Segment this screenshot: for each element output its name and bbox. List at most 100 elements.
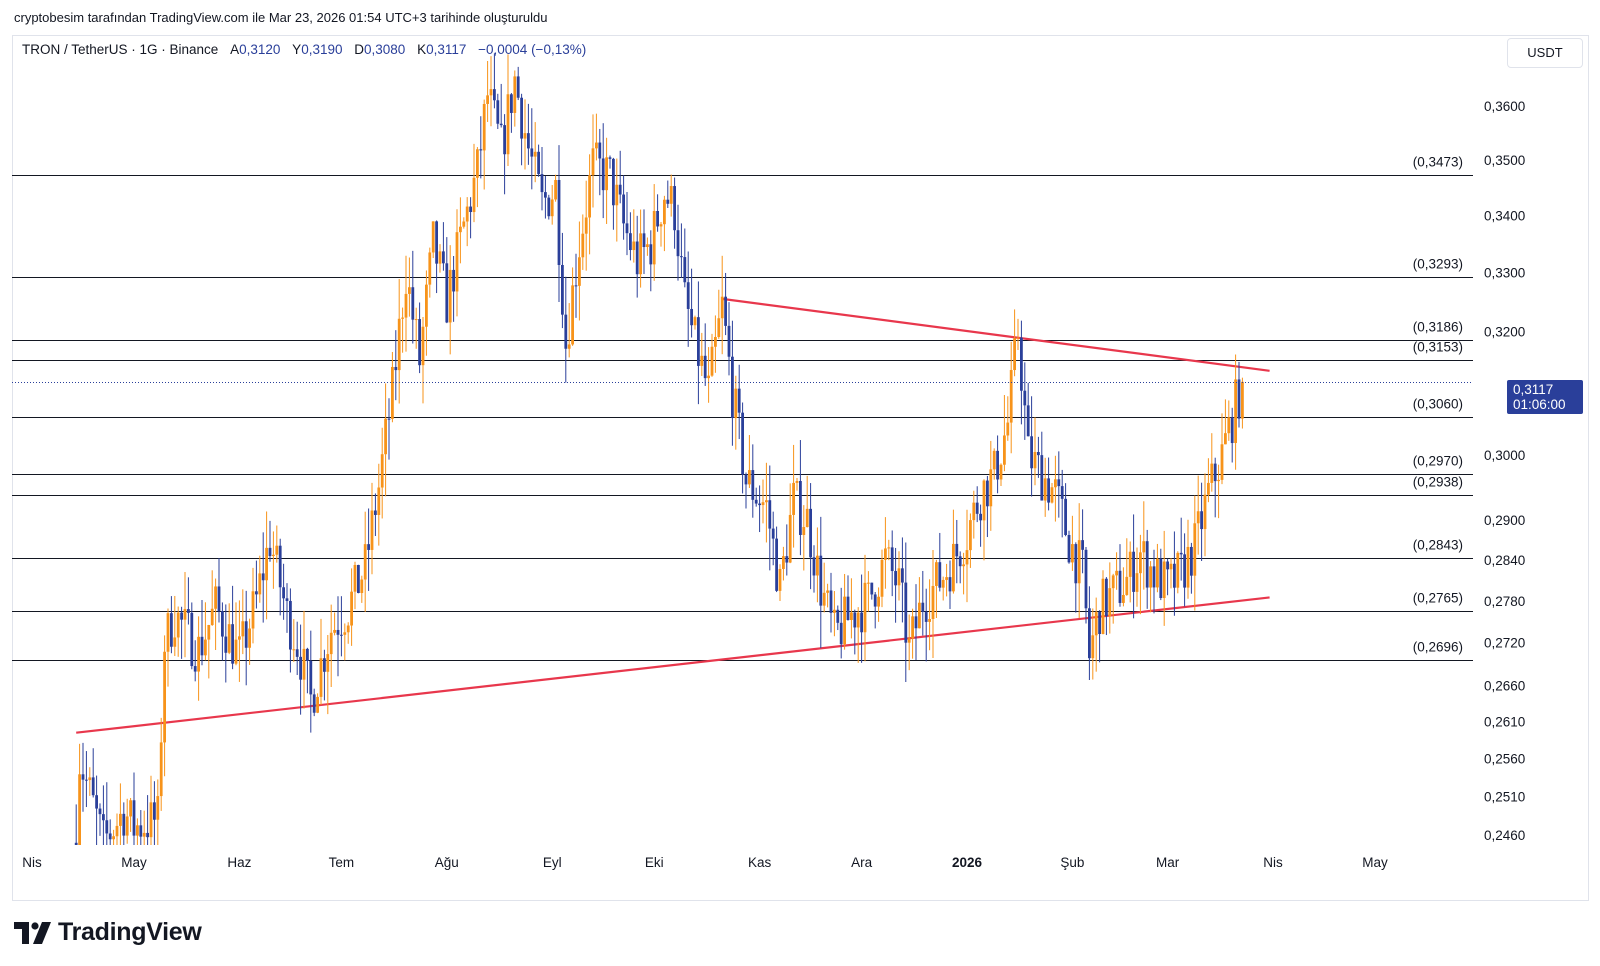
- candle: [374, 493, 377, 537]
- candle: [1098, 610, 1101, 663]
- candle: [703, 323, 707, 386]
- candle-body: [914, 616, 918, 629]
- legend-symbol: TRON / TetherUS · 1G · Binance: [22, 42, 219, 57]
- candle-body: [870, 582, 874, 595]
- candle: [496, 93, 500, 130]
- candle: [285, 583, 289, 633]
- candle-body: [108, 833, 112, 840]
- candle-body: [176, 612, 180, 638]
- candle-body: [537, 151, 540, 175]
- candle-body: [802, 527, 806, 535]
- candle: [646, 237, 649, 256]
- candle: [1213, 457, 1217, 518]
- y-tick-label: 0,3200: [1484, 324, 1525, 339]
- candle-body: [520, 97, 523, 139]
- candle: [567, 303, 571, 358]
- candle-body: [931, 585, 935, 620]
- candle-body: [482, 103, 486, 151]
- candle-body: [1217, 479, 1220, 482]
- candle-body: [1115, 570, 1118, 576]
- candle-body: [1193, 523, 1197, 576]
- candle-body: [224, 636, 228, 653]
- candle-body: [945, 577, 948, 580]
- candle-body: [622, 194, 625, 224]
- candle-body: [85, 779, 88, 781]
- candle-body: [1013, 338, 1016, 371]
- candle: [649, 230, 653, 292]
- candle-body: [244, 621, 248, 648]
- symbol-legend[interactable]: TRON / TetherUS · 1G · Binance A0,3120 Y…: [22, 42, 586, 57]
- candle: [1003, 395, 1006, 472]
- candle: [289, 588, 292, 673]
- candle-body: [561, 264, 564, 315]
- candle: [989, 440, 993, 531]
- candle: [1230, 407, 1234, 463]
- candle: [982, 479, 986, 561]
- candle-body: [1016, 337, 1020, 339]
- candle-body: [618, 184, 622, 195]
- candle: [965, 509, 969, 603]
- candle: [734, 375, 738, 450]
- candle: [353, 561, 357, 610]
- candle-body: [129, 800, 132, 817]
- candle: [472, 143, 476, 223]
- candle-body: [693, 317, 697, 326]
- candle-body: [499, 123, 503, 126]
- y-tick-label: 0,3300: [1484, 266, 1525, 281]
- candle: [394, 330, 398, 401]
- candle-body: [180, 612, 183, 620]
- candle: [1074, 542, 1078, 613]
- candle-body: [360, 579, 364, 594]
- candle: [241, 589, 245, 655]
- candle: [187, 577, 190, 625]
- candle-body: [629, 233, 632, 251]
- candle: [1037, 436, 1040, 478]
- tradingview-logo[interactable]: TradingView: [14, 918, 202, 947]
- candle: [306, 647, 309, 694]
- legend-high-label: Y: [292, 42, 302, 57]
- candle-body: [714, 336, 717, 347]
- candle: [778, 564, 782, 601]
- candle: [782, 546, 785, 581]
- candle-body: [408, 287, 411, 294]
- candle: [720, 255, 724, 355]
- candle: [1145, 529, 1149, 609]
- candle: [1152, 549, 1156, 614]
- candle-body: [578, 257, 581, 286]
- candle-body: [1207, 482, 1210, 495]
- chart-frame[interactable]: [12, 35, 1589, 901]
- candle: [700, 332, 704, 377]
- candle: [499, 83, 503, 128]
- candle-body: [1009, 370, 1013, 423]
- candle-body: [788, 514, 792, 563]
- candle: [159, 717, 163, 811]
- candle: [408, 257, 411, 317]
- candle: [928, 579, 931, 651]
- candle: [1149, 561, 1152, 613]
- x-tick-label: Nis: [1263, 855, 1283, 870]
- candle: [112, 829, 115, 845]
- candle-body: [98, 808, 102, 815]
- candle-body: [890, 547, 894, 572]
- candle: [255, 560, 258, 609]
- currency-button[interactable]: USDT: [1507, 38, 1583, 68]
- x-tick-label: May: [121, 855, 147, 870]
- candle-body: [200, 636, 204, 656]
- candle: [853, 609, 857, 655]
- candle-body: [724, 296, 727, 326]
- candle-body: [744, 474, 748, 485]
- candle-body: [238, 636, 241, 640]
- x-tick-label: Haz: [227, 855, 251, 870]
- candle: [1193, 495, 1197, 611]
- candle-body: [217, 586, 221, 612]
- candle-body: [469, 206, 472, 213]
- candle-body: [125, 816, 129, 836]
- candle: [571, 267, 574, 346]
- candle-body: [462, 221, 466, 227]
- candle: [183, 571, 187, 658]
- candle: [1115, 552, 1118, 590]
- candle: [91, 748, 95, 798]
- legend-open-label: A: [230, 42, 240, 57]
- candle: [639, 209, 642, 288]
